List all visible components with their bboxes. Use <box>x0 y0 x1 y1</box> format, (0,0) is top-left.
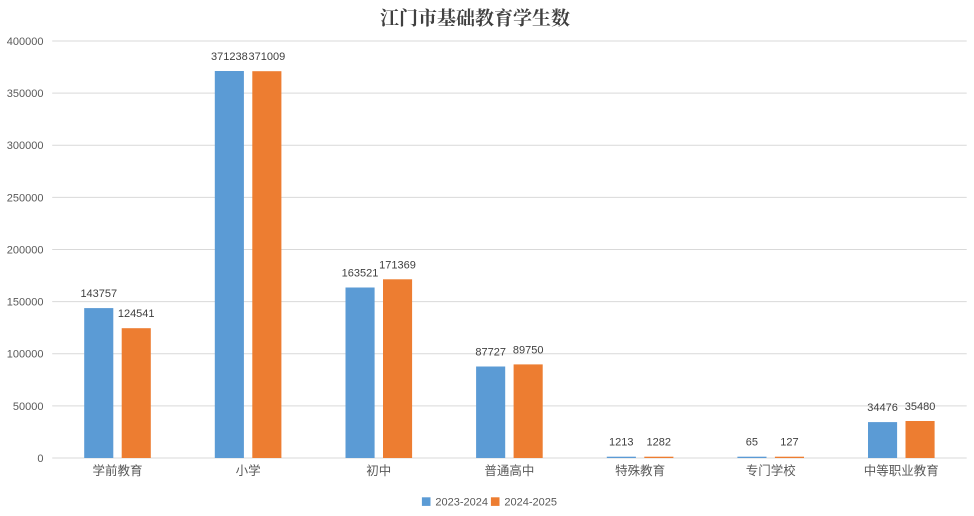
svg-text:普通高中: 普通高中 <box>484 463 534 478</box>
svg-text:50000: 50000 <box>13 401 44 413</box>
svg-text:35480: 35480 <box>905 401 936 413</box>
svg-text:0: 0 <box>37 453 43 465</box>
svg-text:143757: 143757 <box>80 288 117 300</box>
svg-text:65: 65 <box>746 437 758 449</box>
svg-text:100000: 100000 <box>7 349 44 361</box>
svg-text:400000: 400000 <box>7 36 44 48</box>
svg-text:171369: 171369 <box>379 259 416 271</box>
svg-text:专门学校: 专门学校 <box>746 463 797 478</box>
svg-text:127: 127 <box>780 437 798 449</box>
svg-text:中等职业教育: 中等职业教育 <box>864 463 939 478</box>
svg-text:124541: 124541 <box>118 308 155 320</box>
svg-text:150000: 150000 <box>7 297 44 309</box>
svg-text:87727: 87727 <box>475 347 506 359</box>
svg-text:小学: 小学 <box>236 463 261 478</box>
svg-text:371238: 371238 <box>211 51 248 63</box>
svg-text:350000: 350000 <box>7 88 44 100</box>
svg-text:1282: 1282 <box>647 437 671 449</box>
svg-text:163521: 163521 <box>342 268 379 280</box>
svg-text:250000: 250000 <box>7 192 44 204</box>
svg-text:初中: 初中 <box>366 463 391 478</box>
svg-text:34476: 34476 <box>867 402 898 414</box>
svg-text:371009: 371009 <box>249 51 286 63</box>
svg-text:江门市基础教育学生数: 江门市基础教育学生数 <box>380 4 570 31</box>
svg-text:89750: 89750 <box>513 344 544 356</box>
svg-text:学前教育: 学前教育 <box>92 463 142 478</box>
svg-text:300000: 300000 <box>7 140 44 152</box>
svg-text:特殊教育: 特殊教育 <box>615 463 665 478</box>
svg-text:1213: 1213 <box>609 437 633 449</box>
svg-text:2023-2024: 2023-2024 <box>435 497 488 509</box>
svg-text:2024-2025: 2024-2025 <box>504 497 557 509</box>
svg-text:200000: 200000 <box>7 244 44 256</box>
